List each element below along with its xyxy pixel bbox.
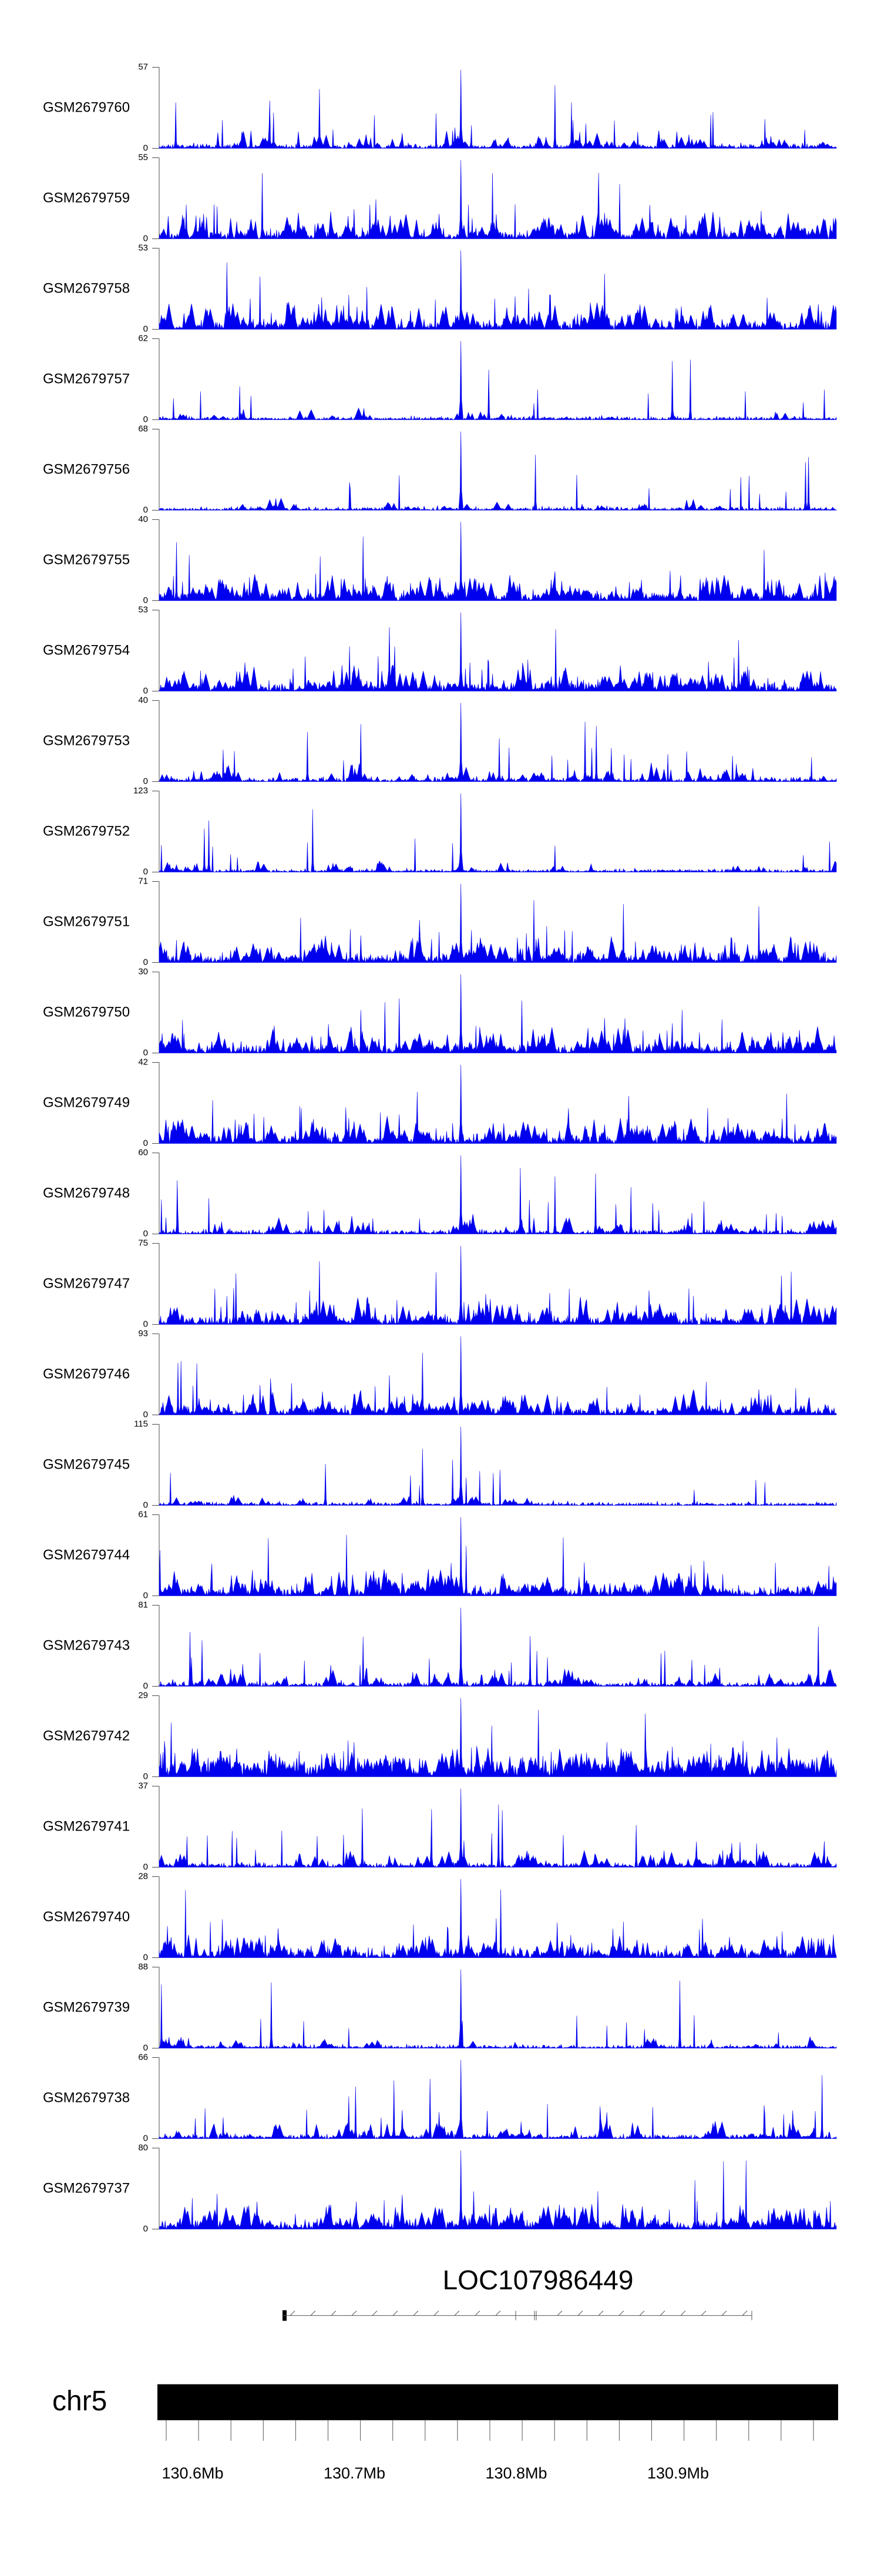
svg-text:30: 30: [138, 967, 148, 977]
svg-text:0: 0: [143, 1048, 148, 1058]
svg-text:GSM2679740: GSM2679740: [43, 1909, 130, 1925]
svg-text:66: 66: [138, 2053, 148, 2063]
svg-text:0: 0: [143, 2224, 148, 2234]
svg-text:0: 0: [143, 867, 148, 877]
svg-text:0: 0: [143, 1500, 148, 1510]
svg-text:GSM2679743: GSM2679743: [43, 1637, 130, 1653]
svg-text:0: 0: [143, 1681, 148, 1691]
svg-text:88: 88: [138, 1962, 148, 1972]
svg-text:0: 0: [143, 2043, 148, 2053]
svg-text:0: 0: [143, 1138, 148, 1148]
svg-text:0: 0: [143, 1772, 148, 1782]
svg-text:53: 53: [138, 605, 148, 615]
svg-text:GSM2679753: GSM2679753: [43, 733, 130, 748]
svg-text:GSM2679758: GSM2679758: [43, 280, 130, 296]
svg-text:GSM2679754: GSM2679754: [43, 642, 130, 658]
svg-text:40: 40: [138, 515, 148, 525]
svg-text:0: 0: [143, 958, 148, 968]
svg-text:GSM2679756: GSM2679756: [43, 461, 130, 477]
svg-text:0: 0: [143, 2134, 148, 2144]
svg-text:GSM2679755: GSM2679755: [43, 552, 130, 567]
svg-text:GSM2679760: GSM2679760: [43, 99, 130, 115]
svg-text:93: 93: [138, 1329, 148, 1339]
svg-text:GSM2679748: GSM2679748: [43, 1185, 130, 1201]
svg-text:130.7Mb: 130.7Mb: [324, 2464, 385, 2482]
svg-text:28: 28: [138, 1872, 148, 1882]
svg-text:0: 0: [143, 1591, 148, 1601]
svg-text:29: 29: [138, 1691, 148, 1701]
svg-text:GSM2679738: GSM2679738: [43, 2090, 130, 2105]
svg-text:GSM2679741: GSM2679741: [43, 1818, 130, 1834]
svg-text:0: 0: [143, 505, 148, 515]
svg-text:60: 60: [138, 1148, 148, 1158]
svg-text:GSM2679742: GSM2679742: [43, 1728, 130, 1744]
svg-text:LOC107986449: LOC107986449: [443, 2265, 634, 2295]
svg-text:0: 0: [143, 596, 148, 606]
svg-text:0: 0: [143, 1319, 148, 1329]
svg-text:71: 71: [138, 876, 148, 886]
svg-text:0: 0: [143, 777, 148, 787]
svg-text:0: 0: [143, 415, 148, 425]
svg-text:GSM2679744: GSM2679744: [43, 1547, 130, 1563]
svg-text:GSM2679739: GSM2679739: [43, 1999, 130, 2015]
svg-text:GSM2679746: GSM2679746: [43, 1366, 130, 1382]
svg-text:68: 68: [138, 424, 148, 434]
svg-text:0: 0: [143, 1862, 148, 1872]
svg-text:GSM2679749: GSM2679749: [43, 1094, 130, 1110]
svg-text:0: 0: [143, 686, 148, 696]
svg-text:130.8Mb: 130.8Mb: [485, 2464, 547, 2482]
svg-text:chr5: chr5: [52, 2386, 107, 2417]
svg-text:GSM2679751: GSM2679751: [43, 913, 130, 929]
svg-text:61: 61: [138, 1510, 148, 1520]
svg-text:80: 80: [138, 2143, 148, 2153]
svg-text:GSM2679752: GSM2679752: [43, 823, 130, 839]
svg-text:GSM2679747: GSM2679747: [43, 1275, 130, 1291]
svg-text:40: 40: [138, 696, 148, 706]
svg-text:53: 53: [138, 243, 148, 253]
svg-text:81: 81: [138, 1600, 148, 1610]
svg-text:0: 0: [143, 234, 148, 244]
svg-text:GSM2679759: GSM2679759: [43, 190, 130, 206]
svg-text:57: 57: [138, 62, 148, 72]
svg-text:0: 0: [143, 1410, 148, 1420]
svg-text:130.9Mb: 130.9Mb: [647, 2464, 709, 2482]
svg-text:62: 62: [138, 334, 148, 344]
svg-text:130.6Mb: 130.6Mb: [162, 2464, 223, 2482]
svg-text:GSM2679750: GSM2679750: [43, 1004, 130, 1020]
svg-text:42: 42: [138, 1057, 148, 1067]
svg-text:0: 0: [143, 1953, 148, 1963]
svg-text:0: 0: [143, 324, 148, 334]
svg-text:55: 55: [138, 153, 148, 163]
svg-text:37: 37: [138, 1781, 148, 1791]
svg-text:115: 115: [134, 1419, 148, 1429]
svg-text:GSM2679737: GSM2679737: [43, 2180, 130, 2196]
svg-text:0: 0: [143, 1229, 148, 1239]
svg-text:GSM2679757: GSM2679757: [43, 371, 130, 387]
svg-text:123: 123: [133, 786, 148, 796]
svg-text:GSM2679745: GSM2679745: [43, 1456, 130, 1472]
svg-text:0: 0: [143, 143, 148, 153]
svg-text:75: 75: [138, 1238, 148, 1248]
